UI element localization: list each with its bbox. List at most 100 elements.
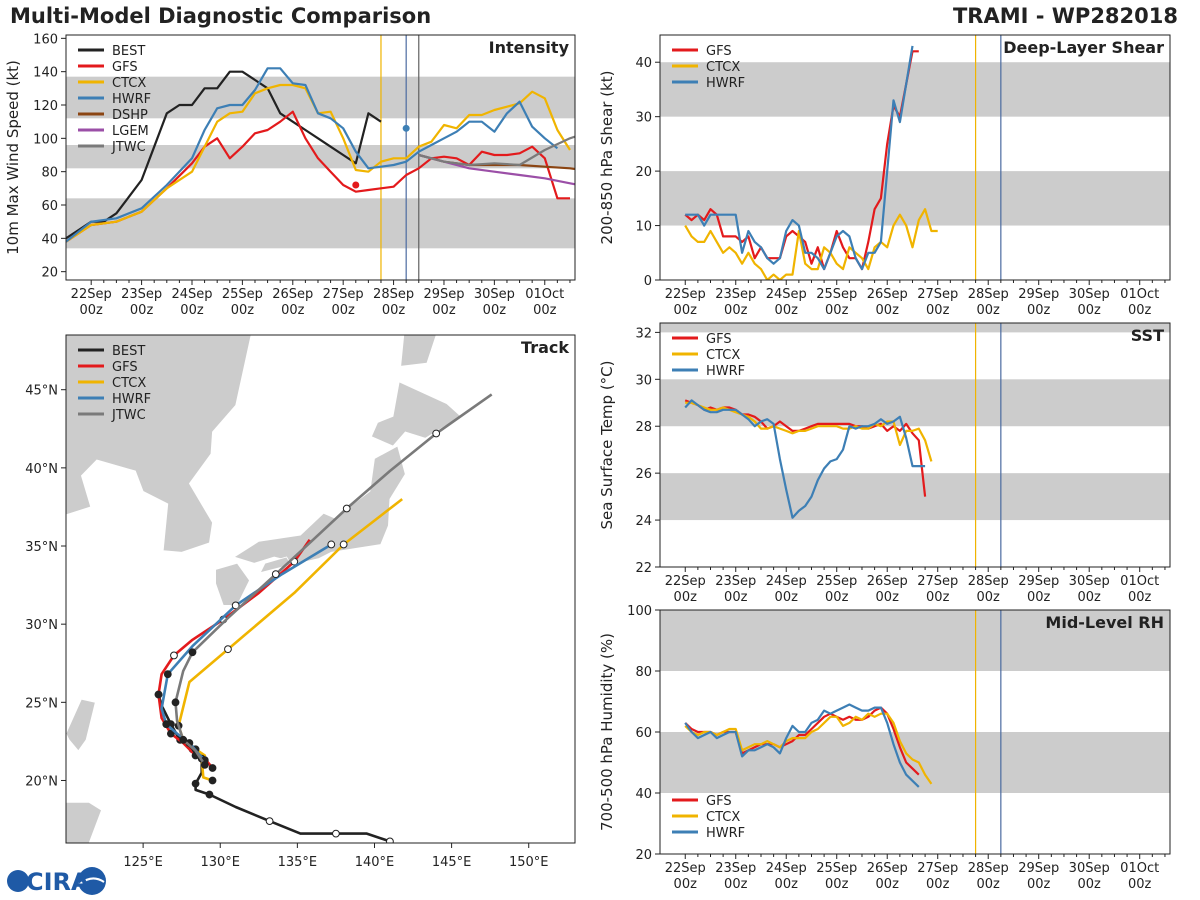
xtick-day-sst-6: 28Sep — [968, 574, 1009, 589]
xtick-day-intensity-6: 28Sep — [373, 287, 414, 302]
ytick-label-intensity-7: 160 — [33, 32, 58, 47]
legend-label-track-ctcx: CTCX — [112, 376, 146, 391]
legend-label-track-gfs: GFS — [112, 360, 138, 375]
xtick-day-rh-2: 24Sep — [766, 861, 807, 876]
legend-label-sst-hwrf: HWRF — [706, 364, 745, 379]
xtick-label-track-5: 150°E — [509, 855, 549, 870]
ytick-label-sst-3: 28 — [635, 420, 652, 435]
xtick-label-track-3: 140°E — [355, 855, 395, 870]
xtick-day-rh-5: 27Sep — [917, 861, 958, 876]
ytick-label-intensity-1: 40 — [41, 232, 58, 247]
track-point-best-0 — [386, 837, 394, 843]
xtick-hour-sst-1: 00z — [724, 590, 748, 605]
frame-intensity — [65, 34, 576, 281]
xtick-hour-rh-9: 00z — [1128, 877, 1152, 892]
track-point-jtwc-6 — [188, 648, 197, 657]
panel-title-intensity: Intensity — [489, 38, 570, 57]
track-point-jtwc-0 — [200, 760, 209, 769]
xtick-hour-shear-5: 00z — [926, 303, 950, 318]
ytick-label-intensity-3: 80 — [41, 166, 58, 181]
xtick-hour-intensity-9: 00z — [533, 303, 557, 318]
xtick-hour-shear-4: 00z — [876, 303, 900, 318]
xtick-hour-intensity-0: 00z — [80, 303, 104, 318]
landmass-6 — [400, 335, 437, 367]
legend-label-intensity-gfs: GFS — [112, 60, 138, 75]
plot-area-sst — [660, 323, 1170, 567]
ytick-label-sst-0: 22 — [635, 561, 652, 576]
xtick-hour-intensity-8: 00z — [483, 303, 507, 318]
xtick-hour-shear-7: 00z — [1027, 303, 1051, 318]
ytick-label-sst-2: 26 — [635, 467, 652, 482]
track-point-jtwc-4 — [171, 698, 180, 707]
xtick-day-intensity-3: 25Sep — [222, 287, 263, 302]
xtick-hour-sst-2: 00z — [775, 590, 799, 605]
xtick-hour-intensity-3: 00z — [231, 303, 255, 318]
band-rh-1 — [660, 610, 1170, 671]
cira-logo: CIRA — [7, 867, 106, 896]
ytick-label-rh-3: 80 — [635, 665, 652, 680]
panel-rh: 2040608010022Sep00z23Sep00z24Sep00z25Sep… — [598, 604, 1171, 892]
legend-label-shear-gfs: GFS — [706, 44, 732, 59]
xtick-day-sst-3: 25Sep — [816, 574, 857, 589]
frame-track — [65, 334, 576, 844]
track-point-ctcx-8 — [224, 645, 232, 654]
ytick-label-shear-3: 30 — [635, 111, 652, 126]
xtick-hour-sst-6: 00z — [977, 590, 1001, 605]
xtick-label-track-4: 145°E — [432, 855, 472, 870]
frame-shear — [659, 34, 1171, 281]
track-point-gfs-8 — [170, 651, 178, 660]
track-point-hwrf-6 — [163, 670, 172, 679]
landmass-5 — [66, 698, 96, 752]
panel-track: 20°N 25°N 30°N 35°N 40°N 45°N 125°E 130°E 135°E 1… — [25, 334, 576, 870]
plot-area-intensity — [66, 35, 575, 280]
plot-area-shear — [660, 35, 1170, 280]
series-sst-ctcx — [685, 401, 933, 462]
marker-hwrf-init — [402, 124, 410, 132]
xtick-day-sst-8: 30Sep — [1069, 574, 1110, 589]
landmass-1 — [370, 381, 462, 447]
xtick-day-rh-3: 25Sep — [816, 861, 857, 876]
ytick-label-shear-4: 40 — [635, 56, 652, 71]
ytick-label-track-5: 45°N — [25, 384, 58, 399]
legend-label-rh-hwrf: HWRF — [706, 826, 745, 841]
xtick-hour-shear-2: 00z — [775, 303, 799, 318]
series-rh-hwrf — [684, 703, 920, 788]
plot-area-rh — [660, 610, 1170, 854]
page-title: Multi-Model Diagnostic Comparison — [10, 4, 432, 28]
legend-label-shear-hwrf: HWRF — [706, 76, 745, 91]
track-point-jtwc-8 — [271, 570, 280, 579]
legend-label-intensity-lgem: LGEM — [112, 124, 149, 139]
ytick-label-track-2: 30°N — [25, 618, 58, 633]
xtick-day-sst-2: 24Sep — [766, 574, 807, 589]
xtick-day-rh-6: 28Sep — [968, 861, 1009, 876]
xtick-label-track-1: 130°E — [200, 855, 240, 870]
legend-label-track-best: BEST — [112, 344, 145, 359]
xtick-day-rh-7: 29Sep — [1018, 861, 1059, 876]
xtick-hour-rh-1: 00z — [724, 877, 748, 892]
xtick-hour-shear-3: 00z — [825, 303, 849, 318]
xtick-hour-sst-3: 00z — [825, 590, 849, 605]
ytick-label-intensity-2: 60 — [41, 199, 58, 214]
band-shear-0 — [660, 171, 1170, 226]
ylabel-shear: 200-850 hPa Shear (kt) — [598, 71, 616, 245]
xtick-label-track-0: 125°E — [123, 855, 163, 870]
ytick-label-sst-5: 32 — [635, 326, 652, 341]
panel-intensity: 2040608010012014016022Sep00z23Sep00z24Se… — [4, 32, 576, 318]
xtick-day-rh-4: 26Sep — [867, 861, 908, 876]
xtick-hour-rh-0: 00z — [674, 877, 698, 892]
track-point-best-2 — [332, 829, 340, 838]
xtick-hour-intensity-7: 00z — [432, 303, 456, 318]
series-intensity-jtwc — [418, 135, 575, 167]
xtick-hour-shear-0: 00z — [674, 303, 698, 318]
xtick-day-shear-9: 01Oct — [1120, 287, 1159, 302]
series-shear-ctcx — [684, 208, 938, 280]
xtick-day-shear-8: 30Sep — [1069, 287, 1110, 302]
xtick-day-intensity-8: 30Sep — [474, 287, 515, 302]
xtick-day-intensity-5: 27Sep — [323, 287, 364, 302]
ytick-label-track-1: 25°N — [25, 696, 58, 711]
legend-label-intensity-dshp: DSHP — [112, 108, 148, 123]
legend-label-sst-ctcx: CTCX — [706, 348, 740, 363]
marker-gfs-init — [352, 181, 360, 189]
